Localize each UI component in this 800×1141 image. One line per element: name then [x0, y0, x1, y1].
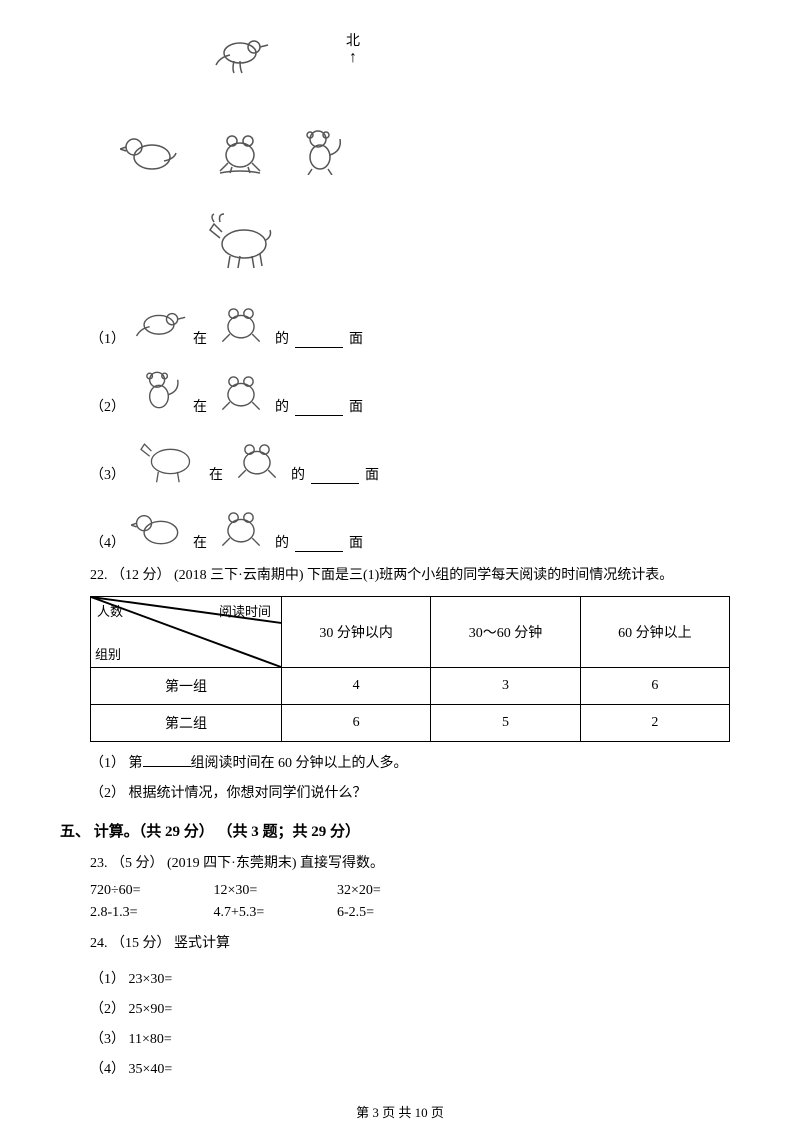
col-header: 30 分钟以内: [282, 596, 431, 667]
subq-num: （3）: [90, 464, 125, 484]
section-5-header: 五、 计算。（共 29 分） （共 3 题；共 29 分）: [60, 820, 740, 841]
text-mian: 面: [349, 532, 363, 552]
q21-subquestions: （1） 在 的 面 （2） 在 的 面 （3） 在 的 面 （4: [60, 288, 740, 552]
blank-input[interactable]: [295, 537, 343, 552]
bird-icon: [210, 25, 270, 75]
reading-stats-table: 人数 阅读时间 组别 30 分钟以内 30～60 分钟 60 分钟以上 第一组 …: [90, 596, 730, 742]
duck-icon: [131, 500, 187, 552]
q24-1: （1） 23×30=: [90, 968, 740, 988]
q23-header: 23. （5 分） (2019 四下·东莞期末) 直接写得数。: [90, 851, 740, 878]
blank-input[interactable]: [295, 333, 343, 348]
subq-num: （4）: [90, 532, 125, 552]
q24-3: （3） 11×80=: [90, 1028, 740, 1048]
q22-sub2: （2） 根据统计情况，你想对同学们说什么？: [90, 782, 740, 802]
duck-icon: [120, 125, 180, 175]
page: 北 ↑ （1） 在 的 面 （2）: [0, 0, 800, 1141]
frog-icon: [229, 432, 285, 484]
table-row: 第二组 6 5 2: [91, 704, 730, 741]
calc-item: 2.8-1.3=: [90, 905, 210, 921]
cell: 6: [580, 667, 729, 704]
north-label: 北: [346, 34, 360, 49]
diagonal-header-cell: 人数 阅读时间 组别: [91, 596, 282, 667]
goat-icon: [200, 210, 280, 270]
goat-icon: [131, 432, 203, 484]
direction-diagram: 北 ↑: [120, 20, 360, 280]
cell: 5: [431, 704, 580, 741]
row-label: 第一组: [91, 667, 282, 704]
calc-item: 12×30=: [214, 883, 334, 899]
cell: 3: [431, 667, 580, 704]
calc-item: 32×20=: [337, 883, 457, 899]
diag-label-group: 组别: [95, 644, 121, 663]
north-indicator: 北 ↑: [346, 30, 360, 66]
text-mian: 面: [349, 328, 363, 348]
page-footer: 第 3 页 共 10 页: [60, 1102, 740, 1121]
text-de: 的: [275, 328, 289, 348]
q21-4: （4） 在 的 面: [90, 492, 740, 552]
q23-row2: 2.8-1.3= 4.7+5.3= 6-2.5=: [90, 905, 740, 921]
arrow-up-icon: ↑: [346, 50, 360, 66]
col-header: 30～60 分钟: [431, 596, 580, 667]
frog-icon: [210, 125, 270, 175]
text-de: 的: [275, 532, 289, 552]
blank-input[interactable]: [295, 401, 343, 416]
diag-label-time: 阅读时间: [219, 601, 271, 620]
bird-icon: [131, 296, 187, 348]
text-de: 的: [275, 396, 289, 416]
monkey-icon: [290, 125, 350, 175]
subq-num: （1）: [90, 328, 125, 348]
text-zai: 在: [193, 328, 207, 348]
row-label: 第二组: [91, 704, 282, 741]
calc-item: 6-2.5=: [337, 905, 457, 921]
cell: 2: [580, 704, 729, 741]
col-header: 60 分钟以上: [580, 596, 729, 667]
q21-3: （3） 在 的 面: [90, 424, 740, 484]
sub1-post: 组阅读时间在 60 分钟以上的人多。: [191, 756, 408, 771]
calc-item: 720÷60=: [90, 883, 210, 899]
q22-sub1: （1） 第 组阅读时间在 60 分钟以上的人多。: [90, 752, 740, 772]
q21-2: （2） 在 的 面: [90, 356, 740, 416]
sub1-pre: （1） 第: [90, 756, 143, 771]
text-zai: 在: [193, 396, 207, 416]
frog-icon: [213, 364, 269, 416]
text-zai: 在: [193, 532, 207, 552]
q21-1: （1） 在 的 面: [90, 288, 740, 348]
table-row: 人数 阅读时间 组别 30 分钟以内 30～60 分钟 60 分钟以上: [91, 596, 730, 667]
subq-num: （2）: [90, 396, 125, 416]
text-mian: 面: [349, 396, 363, 416]
cell: 4: [282, 667, 431, 704]
cell: 6: [282, 704, 431, 741]
blank-input[interactable]: [311, 469, 359, 484]
q22-text: 22. （12 分） (2018 三下·云南期中) 下面是三(1)班两个小组的同…: [90, 564, 740, 588]
frog-icon: [213, 296, 269, 348]
text-mian: 面: [365, 464, 379, 484]
frog-icon: [213, 500, 269, 552]
diag-label-people: 人数: [97, 601, 123, 620]
q24-header: 24. （15 分） 竖式计算: [90, 931, 740, 958]
table-row: 第一组 4 3 6: [91, 667, 730, 704]
q24-2: （2） 25×90=: [90, 998, 740, 1018]
monkey-icon: [131, 364, 187, 416]
blank-input[interactable]: [143, 752, 191, 767]
q23-row1: 720÷60= 12×30= 32×20=: [90, 883, 740, 899]
text-de: 的: [291, 464, 305, 484]
text-zai: 在: [209, 464, 223, 484]
calc-item: 4.7+5.3=: [214, 905, 334, 921]
q24-4: （4） 35×40=: [90, 1058, 740, 1078]
